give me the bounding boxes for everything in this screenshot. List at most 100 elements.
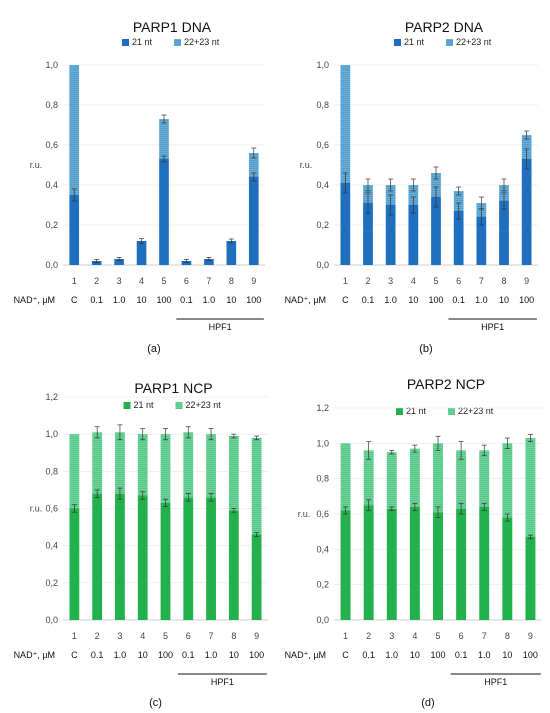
- x-tick-label: 2: [94, 276, 99, 286]
- condition-label: 100: [246, 295, 261, 305]
- chart-panel-3: PARP1 NCP 21 nt 22+23 nt 0,0 0,2 0,4 0,6 0,8 1,0…: [14, 380, 268, 709]
- legend-swatch: [448, 408, 455, 415]
- x-tick-label: 9: [524, 276, 529, 286]
- bar-21nt: [453, 211, 464, 265]
- y-tick-label: 1,0: [316, 438, 329, 448]
- bar-22-23nt: [386, 452, 397, 509]
- y-tick-label: 1,2: [316, 403, 329, 413]
- condition-label: 1.0: [386, 650, 399, 660]
- condition-label: 0.1: [362, 295, 375, 305]
- y-tick-label: 0,2: [45, 578, 58, 588]
- bar-22-23nt: [363, 450, 374, 506]
- condition-label: 0.1: [452, 295, 465, 305]
- x-tick-label: 9: [254, 631, 259, 641]
- bar-22-23nt: [502, 443, 513, 518]
- x-tick-label: 3: [117, 276, 122, 286]
- bar-21nt: [228, 510, 239, 620]
- x-tick-label: 2: [366, 631, 371, 641]
- condition-row-label: NAD⁺, µM: [14, 650, 55, 660]
- condition-label: 0.1: [455, 650, 468, 660]
- y-tick-label: 0,2: [316, 580, 329, 590]
- x-tick-label: 8: [501, 276, 506, 286]
- bar-22-23nt: [340, 443, 351, 511]
- bar-21nt: [91, 261, 102, 265]
- bar-21nt: [363, 505, 374, 620]
- bar-21nt: [408, 205, 419, 265]
- bar-22-23nt: [183, 432, 194, 498]
- legend-swatch: [175, 402, 183, 409]
- y-tick-label: 0,4: [45, 180, 58, 190]
- x-tick-label: 4: [140, 631, 145, 641]
- bar-22-23nt: [228, 436, 239, 511]
- bar-22-23nt: [115, 432, 125, 494]
- bar-21nt: [69, 195, 80, 265]
- bar-21nt: [92, 493, 103, 620]
- bar-21nt: [159, 159, 169, 265]
- chart-panel-2: PARP2 DNA 21 nt 22+23 nt 0,0 0,2 0,4 0,6 0,8 1,0…: [285, 19, 538, 355]
- bar-21nt: [226, 241, 237, 265]
- hpf1-label: HPF1: [209, 322, 232, 332]
- condition-label: 10: [229, 650, 239, 660]
- bar-21nt: [409, 506, 420, 620]
- x-tick-label: 8: [229, 276, 234, 286]
- x-tick-label: 8: [505, 631, 510, 641]
- bar-21nt: [183, 497, 194, 620]
- legend-swatch: [446, 39, 453, 46]
- bar-21nt: [525, 536, 536, 620]
- condition-label: 10: [408, 295, 418, 305]
- bar-22-23nt: [453, 191, 464, 211]
- x-tick-label: 8: [231, 631, 236, 641]
- bar-21nt: [204, 259, 214, 265]
- y-tick-label: 0,8: [316, 474, 329, 484]
- y-tick-label: 0,6: [316, 140, 329, 150]
- condition-label: 100: [523, 650, 538, 660]
- condition-label: 100: [158, 650, 173, 660]
- bar-22-23nt: [456, 450, 467, 509]
- legend-label: 22+23 nt: [458, 406, 494, 416]
- condition-label: 0.1: [182, 650, 195, 660]
- legend-label: 22+23 nt: [184, 37, 220, 47]
- condition-label: 100: [249, 650, 264, 660]
- chart-title: PARP1 DNA: [133, 19, 212, 35]
- y-tick-label: 0,4: [45, 541, 58, 551]
- condition-label: 100: [428, 295, 443, 305]
- bar-21nt: [137, 495, 148, 620]
- condition-label: 10: [226, 295, 236, 305]
- condition-label: 0.1: [180, 295, 193, 305]
- bar-21nt: [456, 508, 467, 620]
- bar-21nt: [251, 534, 262, 620]
- x-tick-label: 9: [528, 631, 533, 641]
- bar-22-23nt: [69, 65, 80, 195]
- x-tick-label: 4: [411, 276, 416, 286]
- x-tick-label: 7: [479, 276, 484, 286]
- x-tick-label: 5: [433, 276, 438, 286]
- y-axis-label: r.u.: [298, 509, 311, 519]
- condition-label: 100: [519, 295, 534, 305]
- chart-title: PARP2 DNA: [405, 19, 484, 35]
- condition-row-label: NAD⁺, µM: [285, 295, 326, 305]
- x-tick-label: 6: [459, 631, 464, 641]
- y-tick-label: 0,4: [316, 180, 329, 190]
- bar-21nt: [386, 508, 397, 620]
- y-tick-label: 0,0: [316, 260, 329, 270]
- hpf1-label: HPF1: [484, 677, 507, 687]
- bar-22-23nt: [206, 434, 216, 498]
- bar-22-23nt: [431, 173, 441, 197]
- x-tick-label: 5: [435, 631, 440, 641]
- x-tick-label: 6: [184, 276, 189, 286]
- x-tick-label: 1: [343, 631, 348, 641]
- bar-21nt: [433, 512, 443, 620]
- y-tick-label: 0,6: [316, 509, 329, 519]
- bar-21nt: [502, 517, 513, 620]
- condition-label: 0.1: [91, 650, 104, 660]
- bar-22-23nt: [159, 119, 169, 159]
- legend-swatch: [122, 39, 129, 46]
- y-tick-label: 0,2: [316, 220, 329, 230]
- legend-label: 21 nt: [134, 400, 155, 410]
- y-tick-label: 0,0: [45, 260, 58, 270]
- condition-label: C: [342, 650, 349, 660]
- y-tick-label: 0,8: [45, 100, 58, 110]
- condition-label: 0.1: [362, 650, 375, 660]
- bar-21nt: [160, 502, 171, 620]
